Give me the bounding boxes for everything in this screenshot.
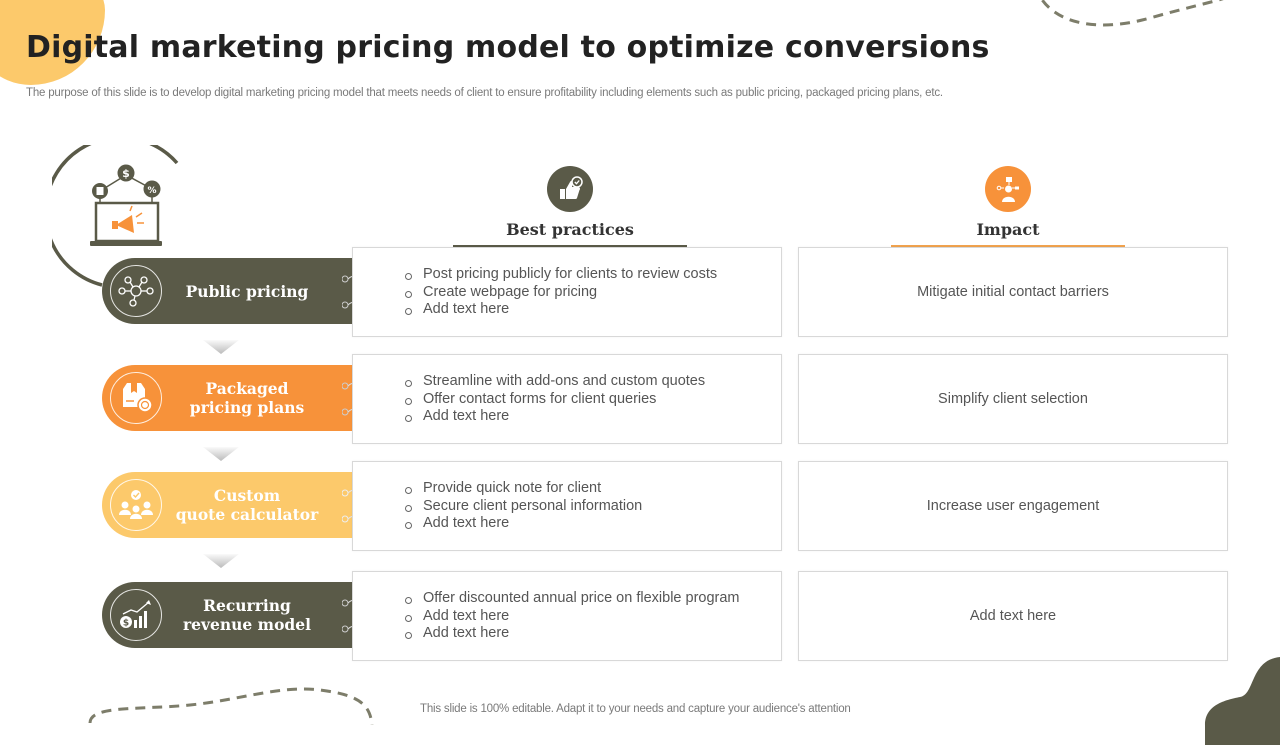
best-practices-list: Offer discounted annual price on flexibl… [403,590,740,643]
svg-text:%: % [147,186,156,196]
row-packaged-pricing-plans[interactable]: Packaged pricing plans [102,365,361,431]
best-practices-box-public-pricing: Post pricing publicly for clients to rev… [352,247,782,337]
best-practices-label: Best practices [506,220,634,239]
footer-note: This slide is 100% editable. Adapt it to… [420,703,851,715]
impact-box-packaged-pricing-plans: Simplify client selection [798,354,1228,444]
best-practices-box-custom-quote-calculator: Provide quick note for client Secure cli… [352,461,782,551]
list-item: Add text here [403,408,705,426]
laptop-megaphone-pricing-icon: $ % [90,164,162,246]
page-subtitle: The purpose of this slide is to develop … [26,87,943,99]
chevron-down-icon [203,340,239,354]
best-practices-box-recurring-revenue-model: Offer discounted annual price on flexibl… [352,571,782,661]
row-public-pricing[interactable]: Public pricing [102,258,361,324]
chevron-down-icon [203,447,239,461]
list-item: Add text here [403,625,740,643]
list-item: Add text here [403,515,642,533]
chevron-down-icon [203,554,239,568]
row-recurring-revenue-model[interactable]: $ Recurring revenue model [102,582,361,648]
row-label: Custom quote calculator [175,486,319,524]
team-check-icon [110,479,162,531]
list-item: Provide quick note for client [403,480,642,498]
hero-arc [52,145,179,287]
impact-box-recurring-revenue-model: Add text here [798,571,1228,661]
network-megaphone-icon [110,265,162,317]
best-practices-underline [453,245,687,248]
impact-underline [891,245,1125,248]
best-practices-list: Streamline with add-ons and custom quote… [403,373,705,426]
list-item: Offer contact forms for client queries [403,391,705,409]
row-label: Public pricing [185,281,309,301]
list-item: Streamline with add-ons and custom quote… [403,373,705,391]
list-item: Secure client personal information [403,498,642,516]
row-custom-quote-calculator[interactable]: Custom quote calculator [102,472,361,538]
thumbs-up-badge-icon [547,166,593,212]
decorative-blob-bottom-right [1205,657,1280,745]
list-item: Offer discounted annual price on flexibl… [403,590,740,608]
impact-box-custom-quote-calculator: Increase user engagement [798,461,1228,551]
person-network-icon [985,166,1031,212]
best-practices-box-packaged-pricing-plans: Streamline with add-ons and custom quote… [352,354,782,444]
list-item: Create webpage for pricing [403,284,717,302]
list-item: Add text here [403,608,740,626]
impact-label: Impact [976,220,1040,239]
package-badge-icon [110,372,162,424]
svg-text:$: $ [123,619,129,629]
best-practices-header: Best practices [453,166,687,248]
decorative-dashed-curve-top-right [1040,0,1224,27]
row-label: Packaged pricing plans [189,379,305,417]
list-item: Post pricing publicly for clients to rev… [403,266,717,284]
impact-header: Impact [891,166,1125,248]
list-item: Add text here [403,301,717,319]
decorative-dashed-curve-bottom-left [88,687,374,725]
money-growth-chart-icon: $ [110,589,162,641]
row-label: Recurring revenue model [182,596,312,634]
svg-text:$: $ [122,167,130,180]
best-practices-list: Post pricing publicly for clients to rev… [403,266,717,319]
impact-box-public-pricing: Mitigate initial contact barriers [798,247,1228,337]
page-title: Digital marketing pricing model to optim… [26,30,990,65]
best-practices-list: Provide quick note for client Secure cli… [403,480,642,533]
